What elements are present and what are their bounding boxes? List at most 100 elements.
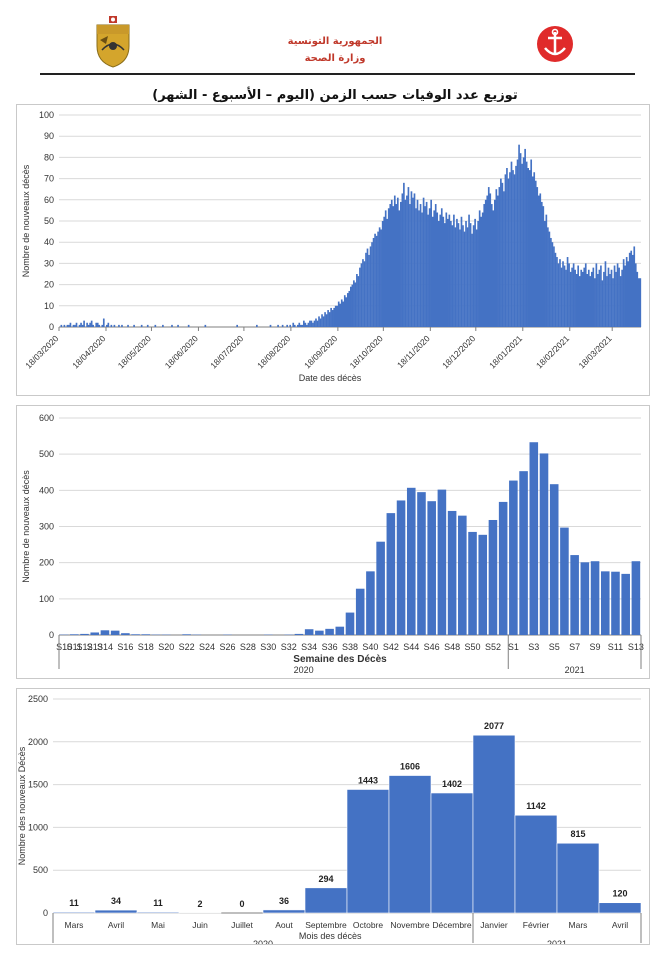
bar [315, 318, 317, 327]
bar [480, 216, 483, 327]
bar [454, 227, 457, 327]
bar [468, 531, 477, 635]
bar [529, 442, 539, 635]
bar [536, 187, 539, 327]
bar [310, 320, 313, 327]
bar [75, 322, 78, 327]
bar [60, 324, 63, 327]
bar [162, 324, 164, 327]
year-label: 2020 [294, 665, 314, 675]
bar [440, 208, 443, 327]
x-tick-label: S22 [179, 642, 195, 652]
x-tick-label: 18/03/2020 [23, 333, 60, 370]
x-tick-label: Décembre [432, 920, 471, 930]
bar [603, 271, 605, 327]
bar [141, 634, 151, 635]
bar [355, 588, 365, 635]
bar [336, 305, 339, 327]
x-tick-label: S11 [67, 642, 82, 652]
bar [301, 324, 304, 327]
bar [563, 265, 566, 327]
bar [492, 210, 495, 327]
bar [262, 909, 306, 914]
bar [453, 214, 455, 327]
bar [345, 612, 355, 635]
bar [471, 233, 473, 327]
bar [339, 303, 342, 327]
bar [486, 195, 489, 327]
bar [457, 223, 460, 327]
bar [309, 320, 311, 327]
bar [380, 229, 382, 327]
bar [548, 231, 551, 327]
y-tick-label: 500 [39, 449, 54, 459]
bar [484, 199, 487, 327]
bar [516, 159, 519, 327]
bar [551, 242, 554, 327]
x-tick-label: Octobre [353, 920, 384, 930]
bar [562, 261, 564, 327]
bar [533, 172, 536, 327]
bar [68, 324, 70, 327]
bar [621, 269, 623, 327]
bar [86, 322, 88, 327]
bar [281, 324, 284, 327]
bar [580, 269, 583, 327]
x-tick-label: S3 [528, 642, 539, 652]
bar [418, 210, 420, 327]
bar [131, 634, 140, 635]
x-tick-label: S34 [301, 642, 317, 652]
y-tick-label: 0 [49, 322, 54, 332]
bar [386, 218, 389, 327]
bar [503, 191, 505, 327]
bar [376, 541, 385, 635]
bar [105, 324, 108, 327]
bar [388, 775, 432, 914]
bar [497, 195, 499, 327]
bar [304, 629, 314, 635]
y-tick-label: 1000 [28, 822, 48, 832]
bar [127, 324, 129, 327]
bar [100, 630, 110, 635]
x-tick-label: S52 [485, 642, 501, 652]
bar [140, 324, 143, 327]
monthly-deaths-panel: 0 500 1000 1500 2000 2500 Nombre des nouveaux … [16, 688, 650, 949]
y-tick-label: 70 [44, 174, 54, 184]
bar [392, 206, 395, 327]
data-label: 34 [111, 896, 121, 906]
bar [407, 187, 410, 327]
bar [369, 246, 372, 327]
bar [359, 267, 361, 327]
x-tick-label: S12 [77, 642, 93, 652]
bar [518, 144, 520, 327]
bar [458, 515, 467, 635]
bar [609, 274, 611, 327]
bar [490, 204, 493, 327]
x-tick-label: S18 [138, 642, 154, 652]
bar [90, 632, 100, 635]
bar [483, 204, 486, 327]
bar [577, 265, 580, 327]
bar [437, 221, 440, 327]
y-tick-label: 2500 [28, 694, 48, 704]
bar [406, 487, 416, 635]
bar [366, 571, 375, 635]
bar [330, 307, 332, 327]
bar [292, 322, 295, 327]
bar [424, 206, 426, 327]
bar [289, 324, 292, 327]
y-tick-label: 500 [33, 865, 48, 875]
bar [325, 628, 334, 635]
bar [177, 324, 179, 327]
bar [113, 324, 116, 327]
bar [337, 301, 340, 327]
y-tick-label: 50 [44, 216, 54, 226]
bar [277, 324, 279, 327]
data-label: 1402 [442, 779, 462, 789]
bar [121, 324, 123, 327]
y-tick-label: 200 [39, 558, 54, 568]
bar [80, 322, 82, 327]
bar [544, 221, 546, 327]
daily-deaths-chart: 0 10 20 30 40 50 60 70 80 90 100 Nombre de nouveaux… [21, 110, 642, 383]
bar [627, 261, 630, 327]
